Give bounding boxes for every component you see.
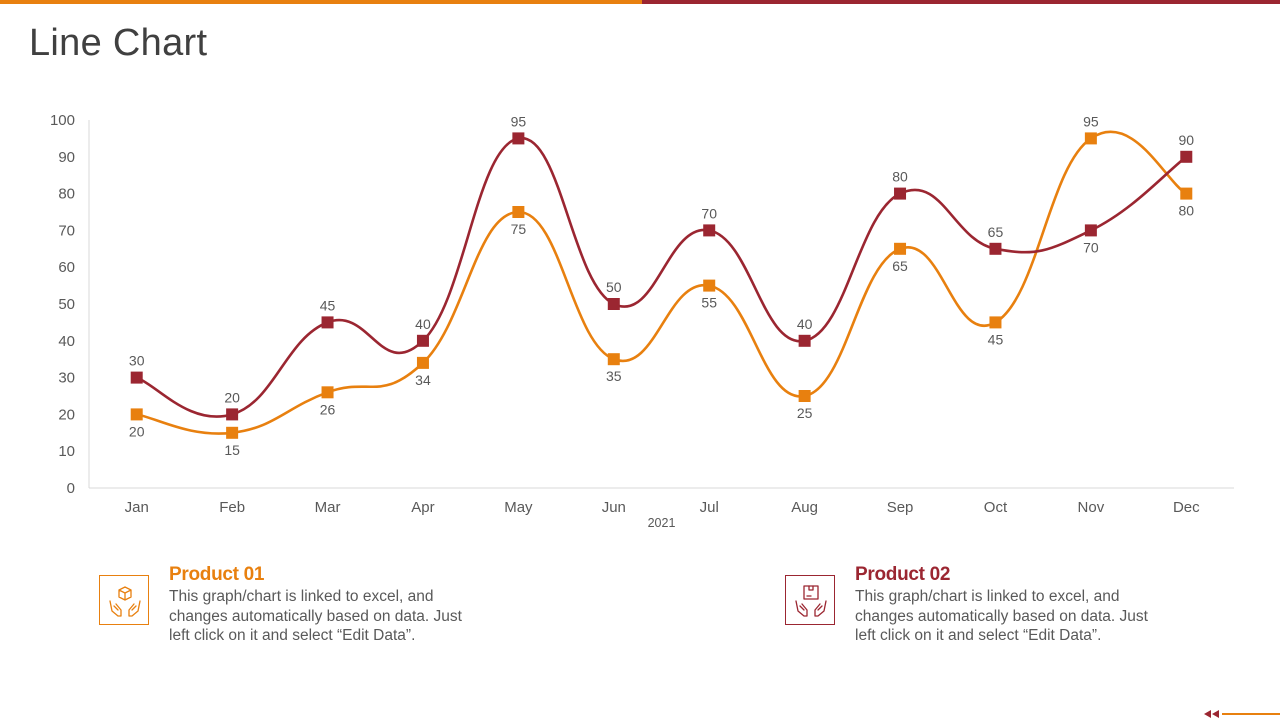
series-2-data-label-dec: 90 [1179, 132, 1195, 148]
y-tick-label-80: 80 [58, 186, 75, 203]
x-tick-label-nov: Nov [1078, 499, 1105, 516]
product-01-description: This graph/chart is linked to excel, and… [169, 588, 462, 644]
x-tick-label-jun: Jun [602, 499, 626, 516]
series-1-marker-sep [894, 242, 907, 255]
series-2-data-label-may: 95 [511, 113, 527, 129]
series-2-data-label-sep: 80 [892, 169, 908, 185]
series-2-marker-nov [1084, 224, 1097, 237]
x-tick-label-oct: Oct [984, 499, 1008, 516]
x-tick-label-jan: Jan [125, 499, 149, 516]
series-2-marker-may [512, 132, 525, 145]
series-2-data-label-oct: 65 [988, 224, 1004, 240]
series-line-1 [136, 130, 1188, 435]
series-1-data-label-nov: 95 [1083, 113, 1099, 129]
series-2-marker-jan [130, 371, 143, 384]
series-1-marker-dec [1180, 187, 1193, 200]
hands-package-icon [785, 575, 835, 625]
series-2-data-label-jun: 50 [606, 279, 622, 295]
y-tick-label-20: 20 [58, 406, 75, 423]
series-1-data-label-dec: 80 [1179, 203, 1195, 219]
y-tick-label-0: 0 [67, 480, 75, 497]
series-1-marker-jun [607, 353, 620, 366]
x-tick-label-may: May [504, 499, 533, 516]
series-1-data-label-oct: 45 [988, 331, 1004, 347]
series-2-marker-dec [1180, 150, 1193, 163]
x-tick-label-jul: Jul [700, 499, 719, 516]
corner-accent-line [1222, 713, 1280, 715]
series-2-data-label-jan: 30 [129, 353, 145, 369]
x-tick-label-dec: Dec [1173, 499, 1200, 516]
y-tick-label-100: 100 [50, 112, 75, 129]
series-2-marker-feb [226, 408, 239, 421]
series-1-data-label-jul: 55 [701, 295, 717, 311]
series-1-data-label-jan: 20 [129, 423, 145, 439]
series-1-marker-may [512, 206, 525, 218]
product-01-title: Product 01 [169, 564, 265, 585]
series-1-data-label-mar: 26 [320, 401, 336, 417]
series-2-data-label-nov: 70 [1083, 239, 1099, 255]
y-tick-label-50: 50 [58, 296, 75, 313]
series-2-data-label-feb: 20 [224, 389, 240, 405]
top-accent-bar-orange [0, 0, 642, 4]
series-1-marker-feb [226, 426, 239, 439]
series-1-data-label-feb: 15 [224, 442, 240, 458]
series-1-data-label-apr: 34 [415, 372, 431, 388]
y-tick-label-40: 40 [58, 333, 75, 350]
series-2-marker-oct [989, 242, 1002, 255]
series-1-marker-apr [416, 356, 429, 369]
line-chart[interactable]: 0 10 20 30 40 50 60 70 80 90 100 Jan Feb Mar Apr May Jun… [0, 0, 1280, 545]
series-1-data-label-jun: 35 [606, 368, 622, 384]
series-2-marker-sep [894, 187, 907, 200]
y-tick-label-90: 90 [58, 149, 75, 166]
series-2-data-label-mar: 45 [320, 297, 336, 313]
series-1-marker-aug [798, 390, 811, 402]
y-tick-label-60: 60 [58, 259, 75, 276]
series-1-marker-oct [989, 316, 1002, 329]
series-1-marker-nov [1084, 132, 1097, 145]
series-2-marker-jun [607, 298, 620, 310]
series-line-2 [136, 137, 1188, 418]
product-02-title: Product 02 [855, 564, 951, 585]
series-2-marker-aug [798, 334, 811, 347]
series-1-marker-mar [321, 386, 334, 399]
y-tick-label-10: 10 [58, 443, 75, 460]
top-accent-bar-maroon [642, 0, 1280, 4]
series-2-marker-mar [321, 316, 334, 329]
x-tick-label-feb: Feb [219, 499, 245, 516]
page-title: Line Chart [29, 22, 208, 64]
hands-box-icon [99, 575, 149, 625]
y-tick-label-70: 70 [58, 222, 75, 239]
x-tick-label-aug: Aug [791, 499, 818, 516]
series-1-data-label-aug: 25 [797, 405, 813, 421]
series-1-data-label-may: 75 [511, 221, 527, 237]
x-axis-title: 2021 [648, 516, 676, 530]
series-1-data-label-sep: 65 [892, 258, 908, 274]
series-1-marker-jul [703, 279, 716, 292]
series-2-data-label-apr: 40 [415, 316, 431, 332]
back-arrows-icon [1204, 710, 1219, 718]
series-2-data-label-aug: 40 [797, 316, 813, 332]
series-2-data-label-jul: 70 [701, 205, 717, 221]
series-2-marker-apr [416, 334, 429, 347]
product-02-description: This graph/chart is linked to excel, and… [855, 588, 1148, 644]
series-2-marker-jul [703, 224, 716, 237]
x-tick-label-mar: Mar [315, 499, 341, 516]
x-tick-label-apr: Apr [411, 499, 434, 516]
series-1-marker-jan [130, 408, 143, 421]
x-tick-label-sep: Sep [887, 499, 914, 516]
y-tick-label-30: 30 [58, 370, 75, 387]
